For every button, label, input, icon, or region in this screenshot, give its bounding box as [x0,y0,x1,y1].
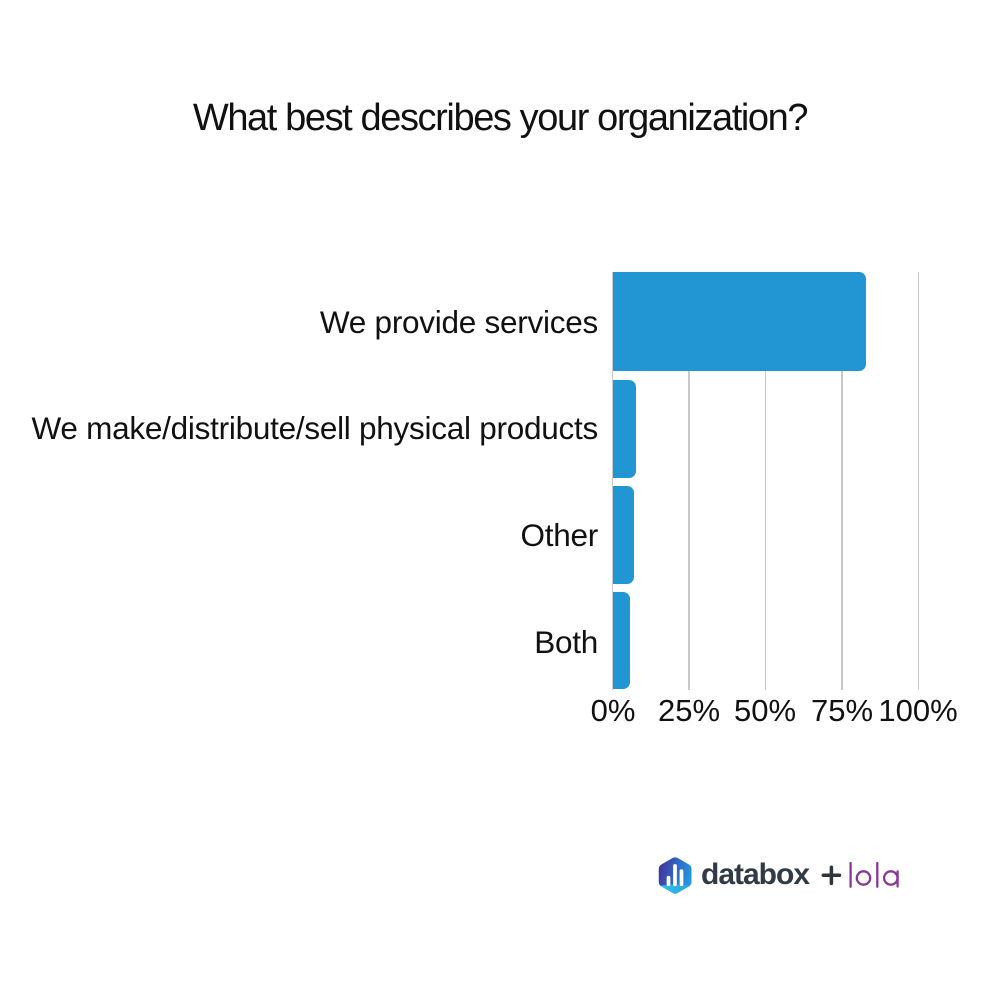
svg-text:databox: databox [701,858,810,891]
